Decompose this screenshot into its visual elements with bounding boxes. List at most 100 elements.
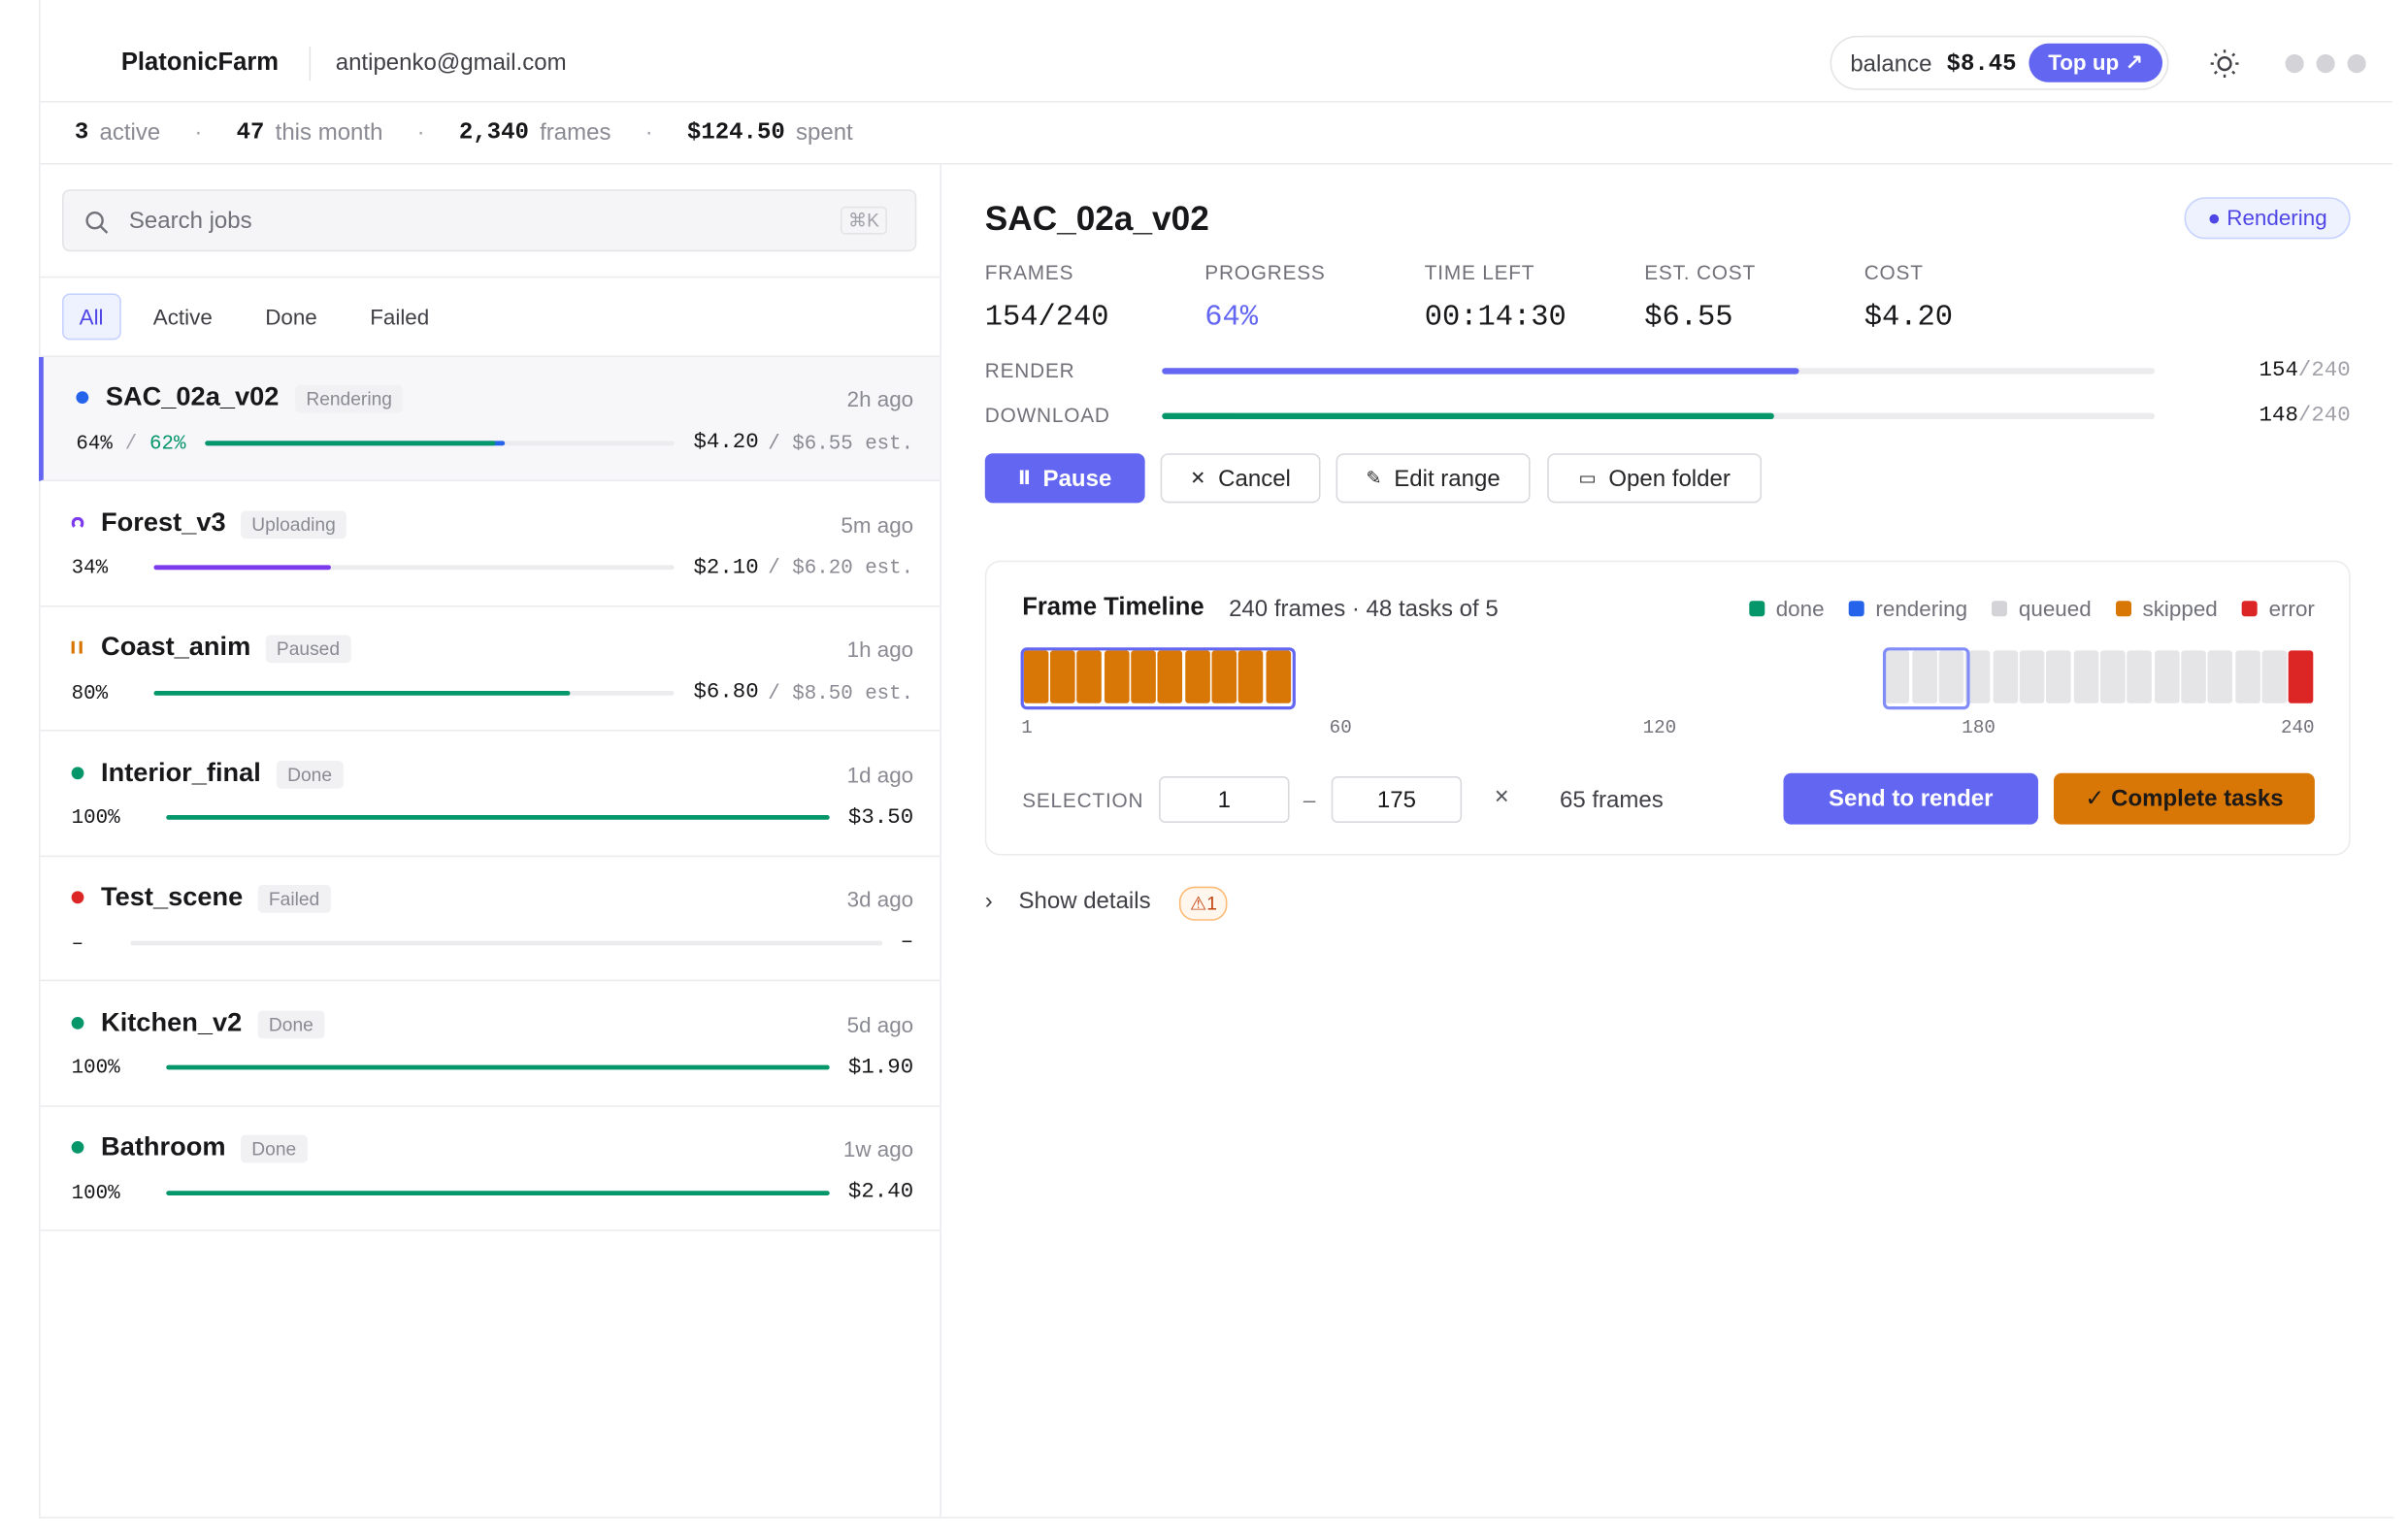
job-ago: 1w ago (842, 1136, 914, 1161)
filter-tab[interactable]: Done (265, 304, 317, 330)
job-cost: $4.20 (693, 430, 759, 455)
action-button[interactable]: Ⅱ Pause (984, 453, 1145, 504)
dash: – (1303, 787, 1316, 812)
job-row[interactable]: SAC_02a_v02 Rendering 2h ago 64% / 62% $4.20 / … (39, 357, 940, 481)
job-ago: 5m ago (841, 511, 914, 537)
job-cost: $3.50 (847, 804, 914, 831)
job-row[interactable]: Bathroom Done 1w ago 100% $2.40 (39, 1107, 940, 1231)
job-progress-line: 80% $6.80 / $8.50 est. (72, 680, 914, 705)
legend-swatch (1849, 601, 1865, 617)
progress-track (154, 690, 676, 695)
send-button[interactable]: Send to render (1783, 772, 2038, 825)
window-dots (2285, 54, 2366, 74)
progress-label: 100% (71, 1056, 120, 1079)
job-est: / $6.55 est. (768, 431, 914, 454)
stat-value: 64% (1204, 299, 1259, 334)
progress-label: 64% (76, 431, 113, 454)
progress-track (154, 565, 676, 571)
job-name: Kitchen_v2 (101, 1006, 243, 1036)
job-status: Done (241, 1134, 308, 1163)
done: 154 (2259, 358, 2298, 384)
status-icon (71, 516, 84, 529)
job-name: Coast_anim (101, 632, 251, 662)
of: /240 (2297, 358, 2351, 384)
job-row[interactable]: Interior_final Done 1d ago 100% $3.50 (39, 732, 940, 857)
legend-swatch (1749, 601, 1765, 617)
stat-value: 3 (74, 119, 89, 147)
filter-tab[interactable]: All (62, 293, 121, 341)
warning-count: 1 (1206, 893, 1217, 915)
stat-value: $124.50 (686, 119, 785, 147)
balance-pill: balance $8.45 Top up ↗ (1830, 35, 2169, 90)
bar-fill (1162, 368, 1799, 375)
progress-fill (154, 690, 571, 695)
task-cell (1050, 650, 1075, 703)
task-cell (1131, 650, 1156, 703)
progress-fill (166, 1190, 830, 1195)
job-status: Failed (257, 885, 331, 913)
end-input[interactable]: 175 (1331, 776, 1463, 823)
complete-button[interactable]: ✓ Complete tasks (2053, 772, 2315, 825)
job-row[interactable]: Test_scene Failed 3d ago – – (39, 857, 940, 982)
action-button[interactable]: ▭ Open folder (1547, 453, 1763, 504)
frames-text: frames · (1273, 596, 1360, 623)
bar-track (1162, 411, 2156, 419)
task-cell (1238, 650, 1264, 703)
status-icon (71, 1141, 84, 1154)
task-cell (1912, 650, 1937, 703)
status-icon (76, 391, 89, 404)
start-input[interactable]: 1 (1159, 776, 1290, 823)
filter-tab[interactable]: Active (152, 304, 213, 330)
topup-button[interactable]: Top up ↗ (2029, 43, 2163, 82)
balance: $8.45 (1946, 50, 2017, 78)
job-row[interactable]: Kitchen_v2 Done 5d ago 100% $1.90 (39, 982, 940, 1106)
panel-divider (940, 163, 941, 1518)
stat-value: 47 (236, 119, 265, 147)
job-name: Test_scene (101, 881, 244, 912)
progress-label: 34% (71, 555, 109, 579)
job-row[interactable]: Forest_v3 Uploading 5m ago 34% $2.10 / $6.20 … (39, 482, 940, 606)
task-cell (2154, 650, 2179, 703)
filter-tab[interactable]: Failed (370, 304, 430, 330)
action-button[interactable]: ✕ Cancel (1160, 453, 1321, 504)
progress-label: – (71, 931, 84, 955)
search-placeholder: Search jobs (128, 208, 252, 235)
button-label: Open folder (1608, 465, 1731, 492)
stat-value: 2,340 (458, 119, 529, 147)
timeline-title: Frame Timeline (1022, 594, 1204, 621)
job-row[interactable]: Coast_anim Paused 1h ago 80% $6.80 / $8.50 es… (39, 607, 940, 732)
details-toggle[interactable]: › Show details (984, 888, 1151, 915)
clear-icon[interactable]: × (1494, 784, 1509, 811)
theme-icon[interactable] (2209, 49, 2240, 80)
stat-label: TIME LEFT (1424, 260, 1535, 284)
bar-fill (1162, 411, 1774, 419)
rule (39, 101, 2392, 103)
bar-value: 154/240 (2260, 359, 2351, 384)
search-box[interactable]: Search jobs ⌘K (62, 189, 917, 252)
task-cell: 🔒︎ (1831, 650, 1856, 703)
job-progress-line: 100% $1.90 (72, 1055, 914, 1080)
button-label: Pause (1042, 465, 1112, 492)
job-name: Forest_v3 (101, 507, 226, 537)
legend: done rendering queued skipped error (1749, 596, 2315, 621)
job-progress-line: 64% / 62% $4.20 / $6.55 est. (76, 430, 913, 455)
button-icon: ✎ (1366, 467, 1382, 489)
stat-label: EST. COST (1644, 260, 1756, 284)
rule (39, 355, 940, 357)
topup-label: Top up (2048, 49, 2120, 75)
task-cell: 🔒︎ (1697, 650, 1722, 703)
progress-sep: / (124, 431, 138, 454)
stat-label: FRAMES (984, 260, 1074, 284)
balance-label: balance (1850, 50, 1932, 78)
legend-item: rendering (1849, 596, 1967, 621)
x-tick-label: 240 (2280, 717, 2315, 739)
status-label: Rendering (2227, 205, 2327, 230)
stat-value: $6.55 (1644, 299, 1733, 334)
task-cell (2181, 650, 2206, 703)
job-status: Done (276, 760, 344, 788)
selection-box (1020, 647, 1297, 710)
legend-item: skipped (2116, 596, 2218, 621)
timeline-summary: 240 frames · 48 tasks of 5 (1229, 596, 1499, 622)
action-button[interactable]: ✎ Edit range (1336, 453, 1531, 504)
